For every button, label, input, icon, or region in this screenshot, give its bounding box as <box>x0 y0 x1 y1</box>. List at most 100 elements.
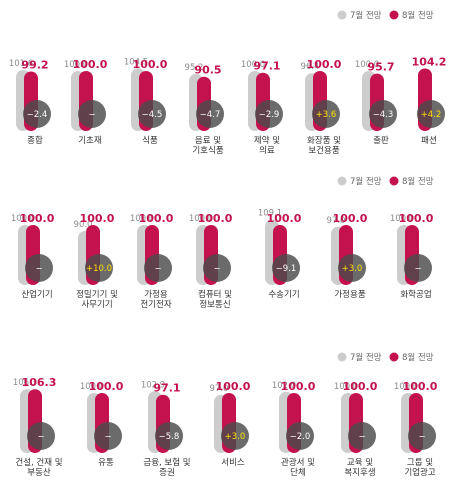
change-circle <box>94 422 122 450</box>
legend-label-july: 7월 전망 <box>350 352 382 363</box>
value-label-july: 102.0 <box>272 381 296 391</box>
change-value: −2.9 <box>259 110 280 120</box>
value-label-august: 99.2 <box>21 58 48 71</box>
value-label-july: 95.2 <box>185 63 204 73</box>
change-circle <box>27 422 55 450</box>
category-label: 가정용 <box>144 289 168 300</box>
value-label-august: 100.0 <box>399 212 434 225</box>
value-label-july: 101.6 <box>9 59 33 69</box>
legend: 7월 전망 8월 전망 <box>337 176 434 187</box>
change-circle <box>338 254 366 282</box>
category-label: 증권 <box>159 467 175 478</box>
category-label: 음료 및 <box>195 135 221 146</box>
category-group: 104.2 +4.2 패션 <box>412 55 447 146</box>
change-circle <box>85 254 113 282</box>
value-label-july: 100.0 <box>64 60 88 70</box>
legend-label-august: 8월 전망 <box>402 352 434 363</box>
change-circle <box>221 422 249 450</box>
value-label-august: 100.0 <box>267 212 302 225</box>
change-value: −2.0 <box>290 432 311 442</box>
value-label-july: 96.4 <box>301 62 320 72</box>
change-circle <box>348 422 376 450</box>
change-value: −4.7 <box>200 110 221 120</box>
value-label-august: 106.3 <box>22 376 57 389</box>
category-label: 컴퓨터 및 <box>198 289 232 300</box>
category-label: 단체 <box>290 467 306 478</box>
category-label: 교육 및 <box>347 457 373 468</box>
change-circle <box>286 422 314 450</box>
value-label-august: 97.1 <box>253 60 280 73</box>
category-label: 그룹 및 <box>407 457 433 468</box>
category-label: 서비스 <box>221 458 245 468</box>
change-circle <box>369 100 397 128</box>
legend-swatch-august <box>389 352 399 362</box>
change-value: −2.4 <box>27 110 48 120</box>
value-label-july: 97.0 <box>210 384 229 394</box>
value-label-july: 100.0 <box>394 382 418 392</box>
category-label: 기초재 <box>78 136 101 146</box>
value-label-august: 100.0 <box>133 58 168 71</box>
value-label-august: 100.0 <box>198 212 233 225</box>
category-group: 102.997.1 −5.8 금융, 보험 및증권 <box>141 380 191 478</box>
legend-label-august: 8월 전망 <box>402 10 434 21</box>
change-value: +3.0 <box>225 432 246 442</box>
change-value: +3.0 <box>342 264 363 274</box>
change-circle <box>23 100 51 128</box>
change-circle <box>312 100 340 128</box>
change-value: −9.1 <box>276 264 297 274</box>
category-label: 정밀기기 및 <box>76 289 118 300</box>
category-label: 금융, 보험 및 <box>143 457 190 468</box>
change-value: +3.6 <box>316 110 337 120</box>
category-label: 가정용품 <box>334 289 365 300</box>
legend-swatch-august <box>389 176 399 186</box>
category-group: 101.699.2 −2.4 종합 <box>9 58 51 146</box>
change-value: +4.2 <box>421 110 442 120</box>
change-circle <box>404 254 432 282</box>
change-circle <box>408 422 436 450</box>
change-value: −4.5 <box>142 110 163 120</box>
value-label-august: 97.1 <box>153 382 180 395</box>
legend-label-august: 8월 전망 <box>402 176 434 187</box>
value-label-august: 100.0 <box>20 212 55 225</box>
value-label-july: 97.0 <box>327 216 346 226</box>
value-label-august: 95.7 <box>367 61 394 74</box>
change-value: − <box>414 264 421 274</box>
change-value: − <box>154 264 161 274</box>
value-label-july: 100.0 <box>130 214 154 224</box>
value-label-august: 100.0 <box>80 212 115 225</box>
category-label: 유통 <box>98 458 114 468</box>
value-label-august: 104.2 <box>412 55 447 68</box>
value-label-august: 100.0 <box>216 380 251 393</box>
category-label: 전기전자 <box>140 299 171 310</box>
change-circle <box>272 254 300 282</box>
change-circle <box>144 254 172 282</box>
category-label: 산업기기 <box>21 289 52 300</box>
value-label-july: 100.0 <box>80 382 104 392</box>
legend: 7월 전망 8월 전망 <box>337 10 434 21</box>
value-label-august: 100.0 <box>139 212 174 225</box>
category-label: 출판 <box>373 135 389 146</box>
value-label-august: 100.0 <box>403 380 438 393</box>
category-group: 100.097.1 −2.9 제약 및의료 <box>241 60 283 156</box>
category-group: 100.095.7 −4.3 출판 <box>355 60 397 146</box>
value-label-august: 100.0 <box>89 380 124 393</box>
change-circle <box>138 100 166 128</box>
value-label-july: 100.0 <box>11 214 35 224</box>
change-value: − <box>213 264 220 274</box>
category-label: 수송기기 <box>268 290 299 300</box>
category-label: 보건용품 <box>308 145 339 156</box>
value-label-july: 100.0 <box>355 60 379 70</box>
value-label-july: 109.1 <box>258 209 282 219</box>
legend-swatch-july <box>337 352 347 362</box>
